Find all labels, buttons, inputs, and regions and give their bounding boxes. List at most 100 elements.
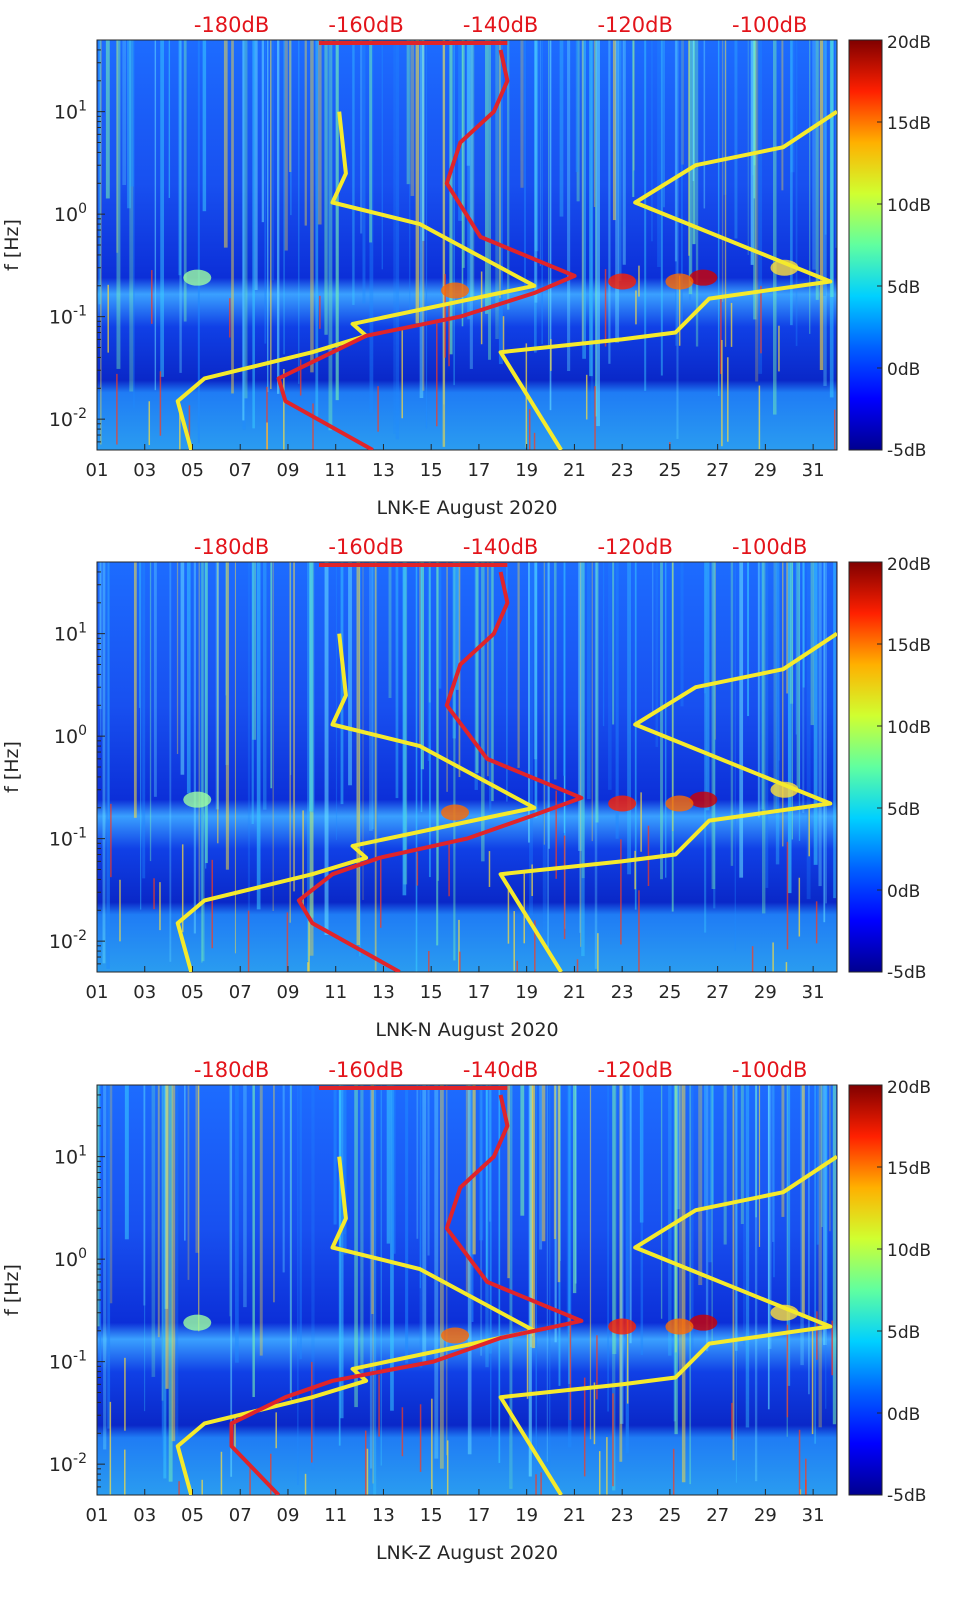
texture-streak (818, 1085, 822, 1428)
y-axis-label: f [Hz] (1, 741, 23, 793)
texture-streak (179, 40, 182, 373)
texture-streak (772, 1085, 775, 1278)
colorbar-tick-label: 15dB (887, 1159, 931, 1179)
texture-streak (812, 40, 816, 270)
texture-streak (419, 1085, 423, 1368)
texture-streak (680, 562, 684, 707)
texture-streak (380, 1085, 382, 1466)
x-tick-label: 11 (324, 982, 347, 1003)
texture-streak (517, 562, 520, 768)
texture-streak (747, 562, 750, 717)
texture-streak (193, 562, 196, 934)
texture-spike (377, 386, 379, 432)
texture-streak (247, 562, 250, 922)
texture-spike (283, 369, 285, 450)
texture-streak (730, 562, 734, 866)
texture-streak (767, 1085, 770, 1410)
texture-spike (811, 1330, 814, 1435)
y-tick-label: 100 (54, 201, 87, 226)
texture-spike (805, 1458, 807, 1495)
x-tick-label: 01 (86, 982, 109, 1003)
y-tick-label: 100 (54, 1246, 87, 1271)
colorbar-axis: 20dB 15dB 10dB 5dB 0dB -5dB (877, 1078, 931, 1506)
texture-spike (550, 339, 552, 371)
texture-streak (657, 40, 661, 268)
texture-streak (563, 562, 566, 776)
texture-streak (381, 40, 383, 270)
texture-hotspot (608, 1318, 637, 1335)
texture-streak (272, 562, 274, 912)
texture-streak (409, 40, 411, 314)
texture-streak (369, 40, 373, 243)
texture-streak (549, 40, 552, 411)
texture-streak (660, 1085, 663, 1319)
x-tick-label: 01 (86, 460, 109, 481)
texture-spike (181, 844, 184, 933)
texture-spike (178, 1481, 180, 1495)
x-tick-label: 25 (658, 460, 681, 481)
texture-streak (787, 562, 792, 894)
texture-streak (498, 1085, 501, 1463)
texture-streak (428, 562, 431, 703)
texture-hotspot (183, 791, 212, 808)
texture-streak (735, 1085, 737, 1483)
texture-spike (148, 401, 151, 446)
texture-streak (116, 40, 121, 369)
texture-spike (110, 803, 112, 878)
texture-streak (591, 562, 593, 842)
texture-streak (802, 562, 805, 814)
texture-streak (829, 40, 834, 398)
texture-spike (833, 409, 836, 450)
texture-streak (406, 40, 411, 185)
texture-streak (825, 1085, 828, 1321)
texture-streak (335, 562, 338, 840)
texture-streak (372, 1085, 374, 1484)
texture-streak (198, 562, 200, 905)
noise_model_high-line (498, 631, 837, 972)
texture-spike (555, 790, 557, 879)
x-tick-label: 07 (229, 460, 252, 481)
texture-spike (785, 962, 788, 972)
texture-streak (627, 562, 632, 875)
texture-streak (815, 40, 819, 300)
texture-streak (276, 40, 280, 394)
texture-streak (710, 1085, 714, 1209)
x-tick-label: 03 (133, 460, 156, 481)
texture-streak (663, 40, 665, 208)
texture-streak (168, 40, 171, 198)
texture-streak (755, 1085, 757, 1218)
texture-streak (510, 1085, 513, 1487)
texture-streak (356, 562, 361, 946)
texture-streak (154, 40, 157, 391)
texture-streak (360, 40, 363, 234)
x-tick-label: 21 (563, 982, 586, 1003)
texture-hotspot (689, 791, 718, 808)
top-axis-db: -180dB -160dB -140dB -120dB -100dB (194, 13, 808, 37)
texture-spike (604, 269, 607, 347)
texture-streak (402, 562, 407, 896)
texture-streak (254, 40, 258, 290)
texture-streak (593, 40, 596, 208)
texture-spike (507, 888, 510, 944)
texture-streak (822, 40, 826, 296)
texture-streak (714, 562, 716, 740)
texture-hotspot (689, 1314, 718, 1331)
x-tick-label: 31 (802, 1505, 825, 1526)
texture-streak (640, 1085, 644, 1356)
texture-streak (675, 40, 678, 346)
texture-streak (734, 562, 736, 951)
texture-streak (470, 40, 475, 298)
texture-streak (333, 1085, 337, 1225)
texture-streak (660, 562, 663, 880)
texture-streak (703, 40, 706, 209)
texture-streak (169, 562, 172, 962)
texture-spike (266, 386, 268, 450)
texture-streak (534, 40, 539, 252)
texture-spike (448, 842, 450, 897)
x-tick-label: 05 (181, 1505, 204, 1526)
texture-streak (122, 40, 127, 185)
texture-streak (572, 1085, 577, 1294)
texture-spike (634, 850, 636, 890)
texture-streak (324, 562, 329, 936)
texture-streak (589, 40, 593, 377)
